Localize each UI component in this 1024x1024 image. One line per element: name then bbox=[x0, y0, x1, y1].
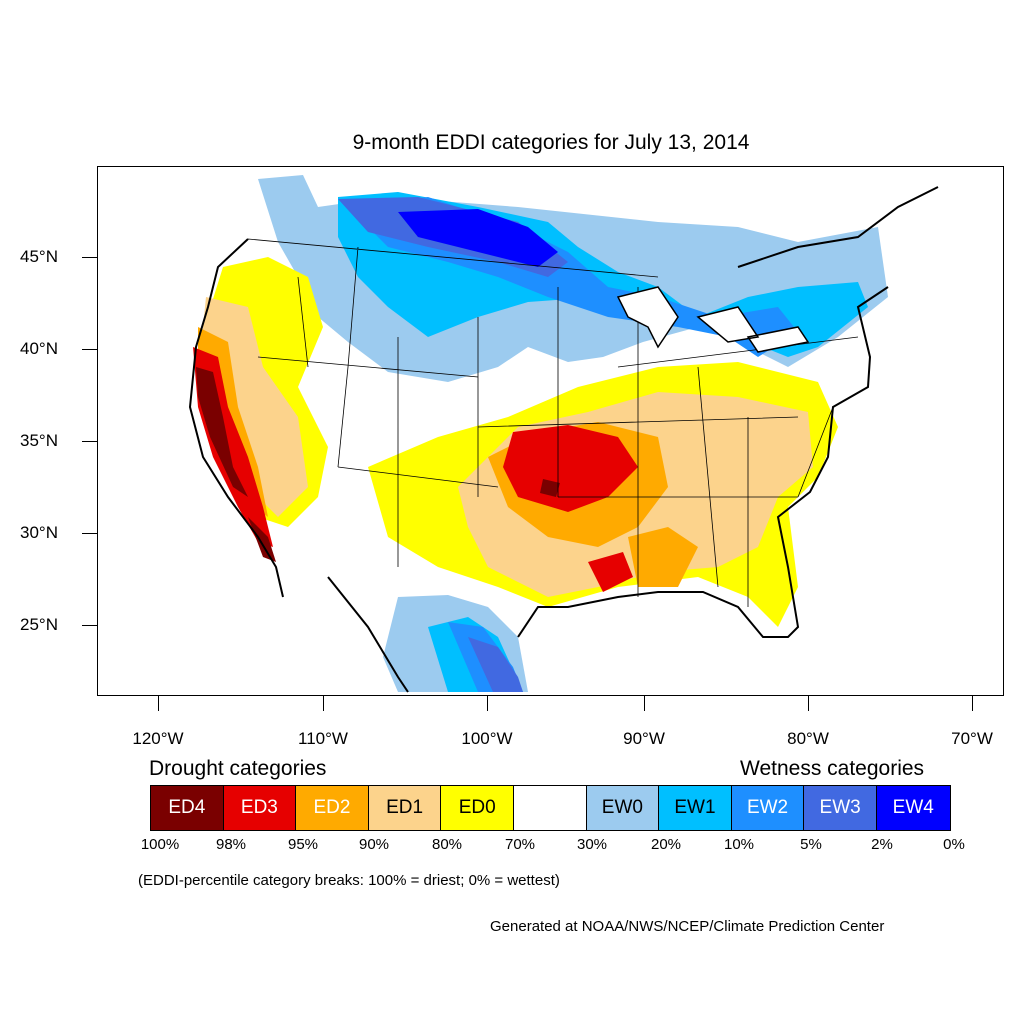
break-label: 98% bbox=[215, 836, 247, 853]
legend-ew4: EW4 bbox=[876, 786, 950, 830]
break-label: 95% bbox=[287, 836, 319, 853]
y-label-30n: 30°N bbox=[20, 523, 58, 542]
legend-ed4: ED4 bbox=[151, 786, 224, 830]
dry-ed2-gulf bbox=[628, 527, 698, 587]
x-tick bbox=[487, 696, 488, 711]
legend-ew0: EW0 bbox=[586, 786, 660, 830]
legend-ew1: EW1 bbox=[659, 786, 732, 830]
x-tick bbox=[972, 696, 973, 711]
legend-ed1: ED1 bbox=[368, 786, 442, 830]
state-borders bbox=[247, 238, 859, 607]
y-label-45n: 45°N bbox=[20, 247, 58, 266]
break-label: 5% bbox=[800, 836, 822, 853]
x-label-70w: 70°W bbox=[951, 729, 993, 748]
dry-ed4-baja bbox=[248, 517, 276, 562]
y-label-25n: 25°N bbox=[20, 615, 58, 634]
legend-neutral bbox=[513, 786, 587, 830]
break-label: 10% bbox=[723, 836, 755, 853]
eddi-map bbox=[97, 166, 1004, 696]
y-tick bbox=[82, 533, 97, 534]
map-title: 9-month EDDI categories for July 13, 201… bbox=[352, 131, 750, 154]
coastline bbox=[188, 186, 939, 693]
x-label-120w: 120°W bbox=[132, 729, 184, 748]
break-label: 2% bbox=[871, 836, 893, 853]
dry-ed3-plains bbox=[503, 425, 638, 512]
break-label: 100% bbox=[140, 836, 180, 853]
legend-ew3: EW3 bbox=[804, 786, 877, 830]
break-label: 70% bbox=[504, 836, 536, 853]
x-label-90w: 90°W bbox=[623, 729, 665, 748]
category-legend: ED4 ED3 ED2 ED1 ED0 EW0 EW1 EW2 EW3 EW4 bbox=[150, 785, 951, 831]
dry-ed4-calif bbox=[196, 367, 248, 497]
wet-ew4 bbox=[398, 209, 558, 267]
x-tick bbox=[158, 696, 159, 711]
legend-ed3: ED3 bbox=[223, 786, 297, 830]
x-label-100w: 100°W bbox=[461, 729, 513, 748]
x-label-110w: 110°W bbox=[298, 729, 348, 748]
y-tick bbox=[82, 257, 97, 258]
x-tick bbox=[644, 696, 645, 711]
y-tick bbox=[82, 349, 97, 350]
dry-ed4-ok bbox=[540, 479, 560, 497]
y-label-35n: 35°N bbox=[20, 431, 58, 450]
y-tick bbox=[82, 441, 97, 442]
x-tick bbox=[808, 696, 809, 711]
break-label: 80% bbox=[431, 836, 463, 853]
break-label: 90% bbox=[358, 836, 390, 853]
drought-categories-title: Drought categories bbox=[149, 757, 327, 780]
dry-ed3-la bbox=[588, 552, 633, 592]
y-label-40n: 40°N bbox=[20, 339, 58, 358]
x-tick bbox=[323, 696, 324, 711]
legend-ed2: ED2 bbox=[296, 786, 369, 830]
wetness-categories-title: Wetness categories bbox=[740, 757, 925, 780]
y-tick bbox=[82, 625, 97, 626]
break-label: 20% bbox=[650, 836, 682, 853]
break-label: 30% bbox=[576, 836, 608, 853]
legend-ed0: ED0 bbox=[441, 786, 514, 830]
wet-ew3-texas bbox=[468, 637, 523, 692]
x-label-80w: 80°W bbox=[787, 729, 829, 748]
great-lakes bbox=[616, 286, 810, 353]
credit-line: Generated at NOAA/NWS/NCEP/Climate Predi… bbox=[490, 918, 885, 935]
break-label: 0% bbox=[943, 836, 965, 853]
category-breaks-note: (EDDI-percentile category breaks: 100% =… bbox=[138, 872, 560, 889]
legend-ew2: EW2 bbox=[731, 786, 805, 830]
